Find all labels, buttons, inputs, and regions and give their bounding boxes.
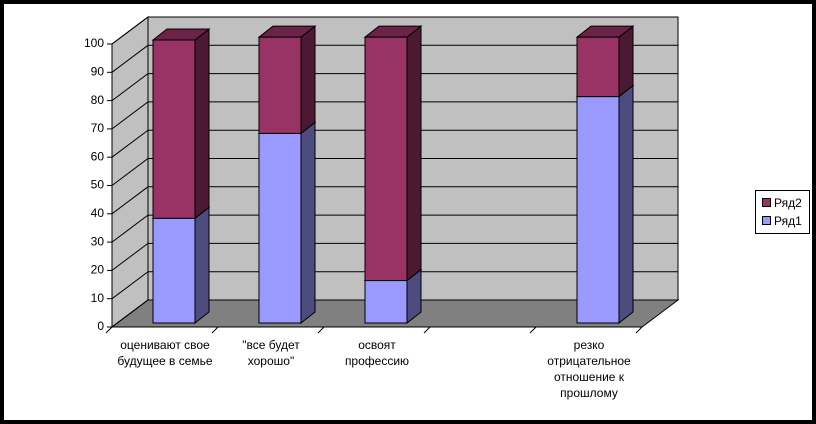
y-tick-label: 10	[91, 291, 105, 305]
y-tick-label: 40	[91, 206, 105, 220]
grid-line	[111, 214, 678, 243]
bar	[575, 25, 635, 98]
x-tick	[529, 326, 537, 334]
x-tick-label: оценивают свое будущее в семье	[117, 338, 213, 368]
bar-front	[364, 36, 408, 282]
bar	[151, 206, 211, 325]
y-tick-label: 20	[91, 263, 105, 277]
x-tick	[317, 326, 325, 334]
y-tick-label: 80	[91, 93, 105, 107]
bar	[257, 121, 317, 325]
bar-front	[258, 36, 302, 134]
x-tick-label: "все будет хорошо"	[242, 338, 300, 368]
bar-side	[300, 25, 316, 135]
legend-swatch	[762, 198, 771, 207]
bar-side	[406, 25, 422, 282]
grid-line	[111, 299, 678, 328]
bar-side	[194, 27, 210, 220]
x-tick-label: резко отрицательное отношение к прошлому	[547, 338, 631, 400]
grid-line	[111, 73, 678, 101]
grid-line	[111, 44, 678, 73]
legend-label: Ряд2	[774, 196, 802, 210]
x-tick-label: освоят профессию	[344, 338, 410, 368]
bar-front	[152, 39, 196, 219]
bar-front	[576, 36, 620, 98]
bar	[151, 27, 211, 220]
x-tick	[211, 326, 219, 334]
legend-item: Ряд1	[762, 213, 802, 229]
x-tick	[105, 326, 113, 334]
grid-line	[111, 242, 678, 271]
y-tick-label: 70	[91, 121, 105, 135]
grid-line	[111, 16, 678, 45]
bar	[257, 25, 317, 135]
legend-swatch	[762, 216, 771, 225]
bar	[363, 25, 423, 282]
x-tick	[423, 326, 431, 334]
y-tick-label: 90	[91, 64, 105, 78]
bar-side	[618, 84, 634, 325]
bar	[575, 84, 635, 325]
grid-line	[111, 101, 678, 130]
bar-side	[300, 121, 316, 325]
y-tick-label: 50	[91, 178, 105, 192]
bar-front	[258, 132, 302, 324]
grid-line	[111, 158, 678, 186]
y-tick-label: 30	[91, 234, 105, 248]
bar-front	[152, 217, 196, 324]
bar-side	[618, 25, 634, 98]
legend-label: Ряд1	[774, 214, 802, 228]
grid-line	[111, 271, 678, 300]
grid-line	[111, 186, 678, 215]
x-tick	[635, 326, 643, 334]
legend: Ряд2 Ряд1	[755, 190, 810, 234]
y-tick-label: 100	[84, 36, 104, 50]
bar-front	[364, 280, 408, 324]
plot: 0 10 20 30 40 50 60 70 80 90 100	[84, 16, 680, 334]
y-tick-label: 0	[97, 319, 104, 333]
legend-item: Ряд2	[762, 195, 802, 211]
grid-line	[111, 129, 678, 158]
bar-front	[576, 96, 620, 324]
bar-side	[194, 206, 210, 325]
y-tick-label: 60	[91, 149, 105, 163]
